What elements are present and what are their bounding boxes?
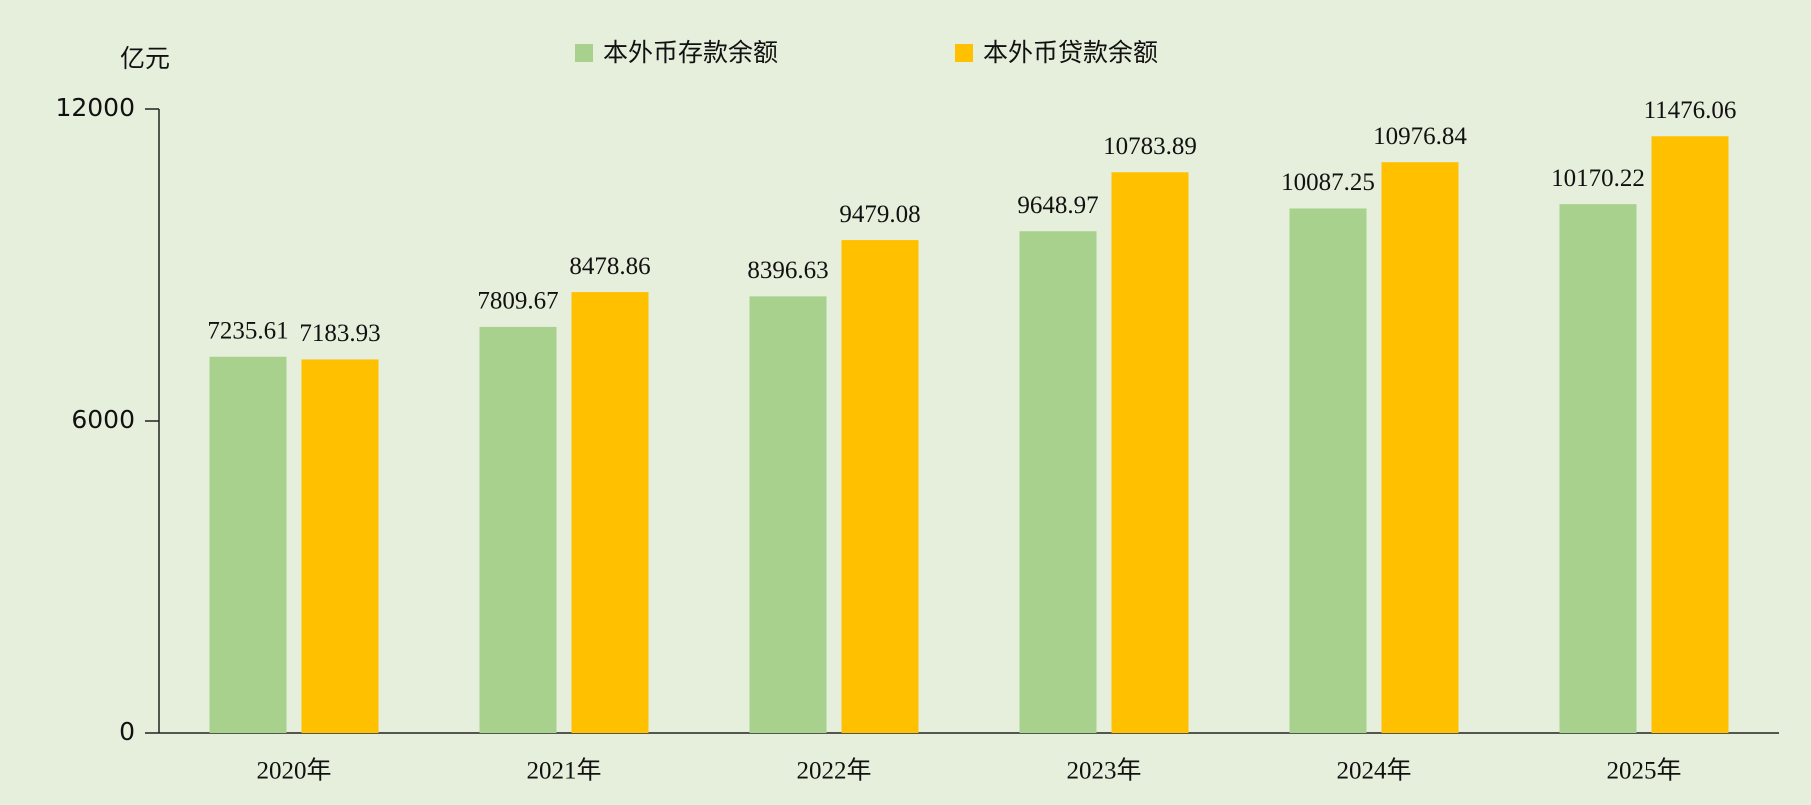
data-label: 7183.93 [299,320,380,347]
data-label: 8478.86 [569,253,650,280]
bar [1111,172,1189,733]
y-axis-label: 亿元 [120,44,170,73]
data-label: 11476.06 [1644,97,1737,124]
legend-swatch [955,44,973,62]
x-tick-label: 2021年 [526,757,601,785]
data-label: 10170.22 [1551,165,1645,192]
legend-swatch [575,44,593,62]
bar [479,326,557,733]
legend-label: 本外币贷款余额 [983,38,1158,67]
y-tick-label: 0 [119,717,135,746]
data-label: 10087.25 [1281,169,1375,196]
x-tick-label: 2024年 [1336,757,1411,785]
data-label: 10783.89 [1103,133,1197,160]
x-tick-label: 2020年 [256,757,331,785]
bar [1559,204,1637,733]
data-label: 10976.84 [1373,123,1467,150]
bar [1381,162,1459,733]
y-tick-label: 12000 [55,93,135,122]
bar [209,356,287,733]
data-label: 7235.61 [207,317,288,344]
x-tick-label: 2023年 [1066,757,1141,785]
bar [1019,231,1097,734]
data-label: 8396.63 [747,257,828,284]
bar [1289,208,1367,733]
bar [1651,136,1729,733]
bar [841,240,919,734]
x-tick-label: 2025年 [1606,757,1681,785]
data-label: 9479.08 [839,201,920,228]
bar [571,292,649,733]
data-label: 7809.67 [477,288,558,315]
y-tick-label: 6000 [71,405,135,434]
x-tick-label: 2022年 [796,757,871,785]
legend-label: 本外币存款余额 [603,38,778,67]
bar [749,296,827,733]
bar [301,359,379,733]
data-label: 9648.97 [1017,192,1098,219]
